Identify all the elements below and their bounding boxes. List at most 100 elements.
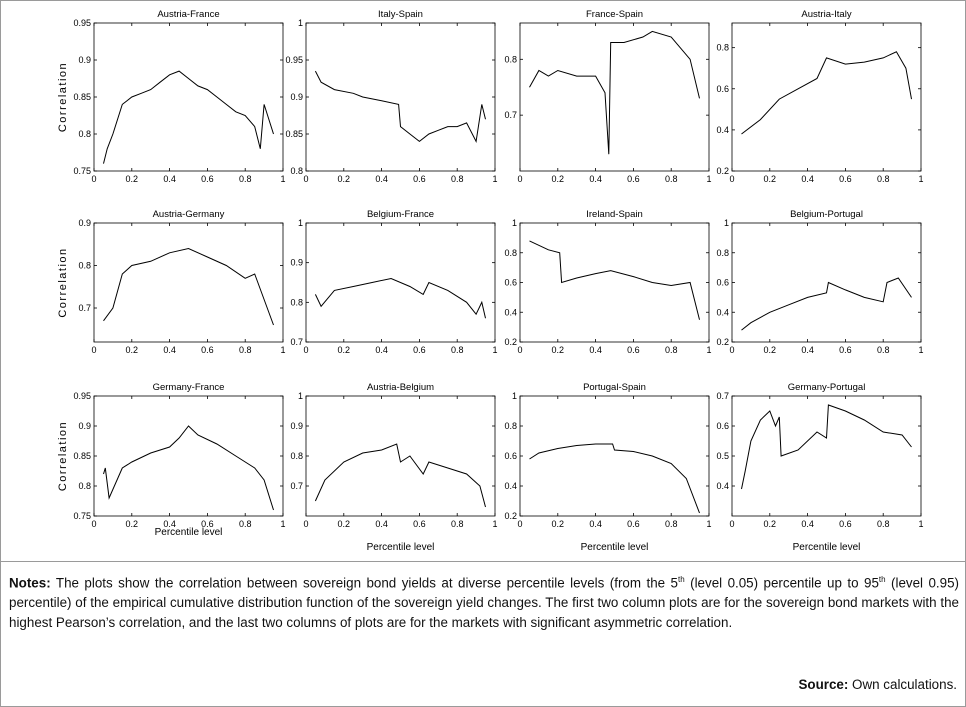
- axes-box: [731, 222, 922, 343]
- chart-title: Austria-Belgium: [367, 382, 434, 393]
- x-axis-label: Percentile level: [793, 542, 861, 553]
- line: [103, 425, 274, 511]
- x-tick-label: 0.4: [589, 519, 602, 529]
- x-tick-label: 0.2: [764, 345, 777, 355]
- x-axis-label: Percentile level: [367, 542, 435, 553]
- x-tick-label: 0.8: [451, 174, 464, 184]
- y-tick-label: 1: [512, 218, 517, 228]
- x-tick-label: 0.8: [665, 174, 678, 184]
- divider: [1, 561, 965, 562]
- x-tick-label: 1: [280, 519, 285, 529]
- chart-title: Italy-Spain: [378, 9, 423, 20]
- y-tick-label: 0.7: [290, 481, 303, 491]
- x-tick-label: 0: [91, 345, 96, 355]
- y-tick-label: 0.7: [504, 110, 517, 120]
- y-tick-label: 0.8: [290, 166, 303, 176]
- x-tick-label: 0.8: [665, 345, 678, 355]
- x-tick-label: 0.4: [163, 174, 176, 184]
- axes-box: [519, 395, 710, 517]
- axes-box: [93, 395, 284, 517]
- x-tick-label: 1: [492, 345, 497, 355]
- x-tick-label: 0: [91, 519, 96, 529]
- x-tick-label: 0.4: [589, 174, 602, 184]
- chart-title: Germany-France: [153, 382, 225, 393]
- y-axis-label: Correlation: [57, 62, 69, 132]
- y-tick-label: 0.6: [716, 84, 729, 94]
- y-tick-label: 0.2: [504, 337, 517, 347]
- x-tick-label: 0.8: [877, 174, 890, 184]
- line: [529, 443, 700, 514]
- x-tick-label: 0.6: [839, 345, 852, 355]
- figure: 0 0.2 0.4 0.6 0.8 10.750.80.850.90.95Austria-…: [57, 9, 924, 553]
- source-label: Source:: [798, 677, 849, 692]
- x-tick-label: 0.2: [126, 345, 139, 355]
- y-tick-label: 0.2: [504, 511, 517, 521]
- axes-box: [93, 22, 284, 172]
- x-tick-label: 1: [918, 519, 923, 529]
- y-tick-label: 0.9: [290, 421, 303, 431]
- x-tick-label: 0.4: [375, 345, 388, 355]
- x-tick-label: 0.4: [375, 519, 388, 529]
- y-tick-label: 0.8: [78, 261, 91, 271]
- x-tick-label: 0: [729, 345, 734, 355]
- notes-label: Notes:: [9, 575, 51, 591]
- y-tick-label: 0.2: [716, 337, 729, 347]
- x-tick-label: 0.4: [801, 519, 814, 529]
- x-tick-label: 0.6: [201, 519, 214, 529]
- x-tick-label: 1: [918, 174, 923, 184]
- x-tick-label: 0.2: [552, 519, 565, 529]
- y-tick-label: 0.4: [504, 481, 517, 491]
- y-tick-label: 0.4: [504, 307, 517, 317]
- line: [314, 70, 486, 143]
- x-tick-label: 0.8: [877, 345, 890, 355]
- y-tick-label: 0.7: [716, 391, 729, 401]
- y-tick-label: 0.7: [290, 337, 303, 347]
- y-tick-label: 0.8: [716, 43, 729, 53]
- y-tick-label: 0.6: [716, 278, 729, 288]
- x-axis-label: Percentile level: [581, 542, 649, 553]
- chart-title: Belgium-France: [367, 209, 434, 220]
- axes-box: [305, 22, 496, 172]
- chart-title: Austria-Germany: [153, 209, 225, 220]
- y-tick-label: 1: [298, 218, 303, 228]
- x-tick-label: 0.6: [413, 174, 426, 184]
- x-tick-label: 0.6: [413, 345, 426, 355]
- notes: Notes: The plots show the correlation be…: [9, 570, 959, 633]
- y-axis-label: Correlation: [57, 247, 69, 317]
- line: [529, 30, 700, 155]
- notes-text: (level 0.95) percentile) of the empirica…: [9, 575, 959, 631]
- line: [103, 70, 274, 164]
- chart-title: Germany-Portugal: [788, 382, 866, 393]
- x-axis-label: Percentile level: [155, 527, 223, 538]
- x-tick-label: 0: [303, 519, 308, 529]
- x-tick-label: 0.6: [201, 345, 214, 355]
- line: [741, 51, 912, 135]
- x-tick-label: 1: [918, 345, 923, 355]
- y-tick-label: 0.85: [73, 451, 91, 461]
- x-tick-label: 0.2: [552, 174, 565, 184]
- y-tick-label: 0.9: [290, 258, 303, 268]
- x-tick-label: 0.4: [163, 345, 176, 355]
- axes-box: [305, 395, 496, 517]
- y-tick-label: 0.8: [504, 248, 517, 258]
- y-tick-label: 0.8: [78, 481, 91, 491]
- x-tick-label: 0.8: [877, 519, 890, 529]
- y-tick-label: 0.6: [504, 451, 517, 461]
- line: [741, 404, 912, 490]
- x-tick-label: 0.4: [589, 345, 602, 355]
- chart-title: Ireland-Spain: [586, 209, 643, 220]
- x-tick-label: 0.8: [239, 345, 252, 355]
- y-tick-label: 0.95: [73, 18, 91, 28]
- y-axis-label: Correlation: [57, 421, 69, 491]
- x-tick-label: 1: [492, 174, 497, 184]
- x-tick-label: 0.6: [627, 519, 640, 529]
- chart-title: Austria-Italy: [801, 9, 851, 20]
- y-tick-label: 0.85: [285, 129, 303, 139]
- x-tick-label: 0.8: [451, 345, 464, 355]
- axes-box: [731, 395, 922, 517]
- x-tick-label: 0: [303, 174, 308, 184]
- line: [103, 247, 274, 326]
- y-tick-label: 0.75: [73, 166, 91, 176]
- x-tick-label: 0.4: [163, 519, 176, 529]
